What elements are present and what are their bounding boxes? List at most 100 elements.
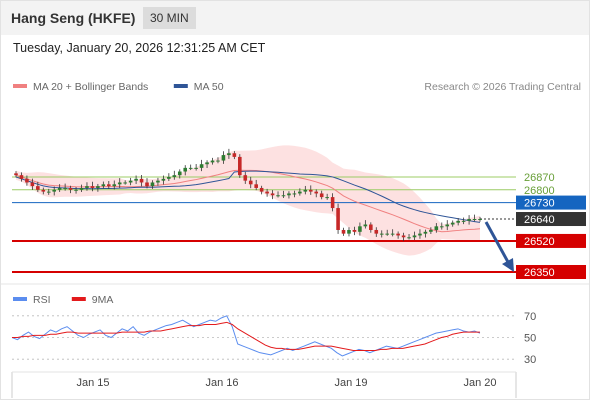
candle-body <box>232 153 237 157</box>
candle-body <box>123 182 127 184</box>
rsi-tick-70: 70 <box>524 311 536 323</box>
candle-body <box>281 195 286 197</box>
candle-body <box>46 191 51 193</box>
candle-body <box>259 187 264 192</box>
ma50-line <box>15 170 481 223</box>
candle-body <box>90 186 95 188</box>
timestamp: Tuesday, January 20, 2026 12:31:25 AM CE… <box>13 41 266 55</box>
candle-body <box>418 233 422 236</box>
candle-body <box>270 193 275 196</box>
candle-body <box>167 177 171 179</box>
forecast-arrow-line <box>484 221 510 263</box>
candle-body <box>30 182 35 187</box>
candle-body <box>243 175 248 181</box>
legend-swatch-0 <box>13 84 27 88</box>
level-label-26350: 26350 <box>524 267 555 279</box>
level-label-26730: 26730 <box>524 198 555 210</box>
level-tag-26640 <box>516 212 586 227</box>
candle-body <box>379 233 384 235</box>
candle-body <box>423 231 428 234</box>
candle-body <box>101 184 106 187</box>
candle-body <box>14 173 18 176</box>
candle-body <box>183 167 188 172</box>
candle-body <box>319 193 324 198</box>
candle-body <box>248 180 253 185</box>
candle-body <box>254 184 258 188</box>
candle-body <box>210 160 215 163</box>
candle-body <box>298 191 302 194</box>
candle-body <box>265 191 269 194</box>
candle-body <box>134 178 138 181</box>
candle-body <box>314 191 319 194</box>
candle-body <box>161 178 166 181</box>
candle-body <box>112 184 117 187</box>
x-tick-3: Jan 20 <box>463 377 496 389</box>
credit: Research © 2026 Trading Central <box>424 81 581 93</box>
candle-body <box>358 226 362 232</box>
candle-body <box>472 219 477 221</box>
rsi-legend-label-0: RSI <box>33 294 51 306</box>
candle-body <box>363 224 368 227</box>
candle-body <box>96 186 100 188</box>
rsi-ma-line <box>12 321 480 351</box>
candle-body <box>336 208 340 230</box>
legend-label-1: MA 50 <box>194 81 224 93</box>
level-label-26640: 26640 <box>524 214 555 226</box>
candle-body <box>385 233 389 235</box>
rsi-tick-50: 50 <box>524 333 536 345</box>
level-label-26870: 26870 <box>524 172 555 184</box>
forecast-arrow-head <box>502 258 514 272</box>
candle-body <box>330 197 335 209</box>
legend-label-0: MA 20 + Bollinger Bands <box>33 81 148 93</box>
candle-body <box>57 187 62 190</box>
candle-body <box>79 187 84 190</box>
header-bar <box>1 1 589 35</box>
level-tag-26350 <box>516 265 586 279</box>
level-tag-26520 <box>516 233 586 248</box>
bollinger-band <box>16 145 480 256</box>
candle-body <box>156 180 160 183</box>
candle-body <box>407 237 411 239</box>
candle-body <box>74 189 78 191</box>
candle-body <box>194 167 198 169</box>
candle-body <box>374 229 379 234</box>
candle-body <box>347 229 351 234</box>
candle-body <box>145 182 149 187</box>
candle-body <box>41 189 46 192</box>
candle-body <box>461 220 466 222</box>
candle-body <box>139 178 144 183</box>
rsi-tick-30: 30 <box>524 354 536 366</box>
candle-body <box>292 193 297 195</box>
rsi-line <box>11 315 481 357</box>
candle-body <box>390 233 395 235</box>
level-tag-26730 <box>516 195 586 210</box>
candle-body <box>352 229 357 232</box>
candle-body <box>396 233 400 236</box>
candle-body <box>172 175 177 177</box>
candle-body <box>401 235 406 238</box>
candle-body <box>205 162 209 165</box>
x-tick-2: Jan 19 <box>334 377 367 389</box>
candle-body <box>303 189 308 192</box>
candle-body <box>52 189 57 192</box>
candle-body <box>177 171 182 176</box>
candle-body <box>456 220 460 223</box>
candle-body <box>128 180 133 183</box>
candle-body <box>25 178 29 183</box>
candle-body <box>19 175 24 179</box>
candle-body <box>325 197 329 199</box>
candle-body <box>434 226 439 230</box>
candle-body <box>308 189 313 192</box>
candle-body <box>287 193 291 196</box>
candle-body <box>216 160 220 162</box>
interval-button[interactable]: 30 MIN <box>143 7 196 29</box>
candle-body <box>85 186 89 188</box>
candle-body <box>68 187 73 190</box>
candle-body <box>107 184 111 187</box>
candle-body <box>221 155 226 161</box>
x-tick-0: Jan 15 <box>76 377 109 389</box>
rsi-legend-swatch-0 <box>13 297 27 301</box>
candle-body <box>276 195 280 197</box>
candle-body <box>341 229 346 234</box>
